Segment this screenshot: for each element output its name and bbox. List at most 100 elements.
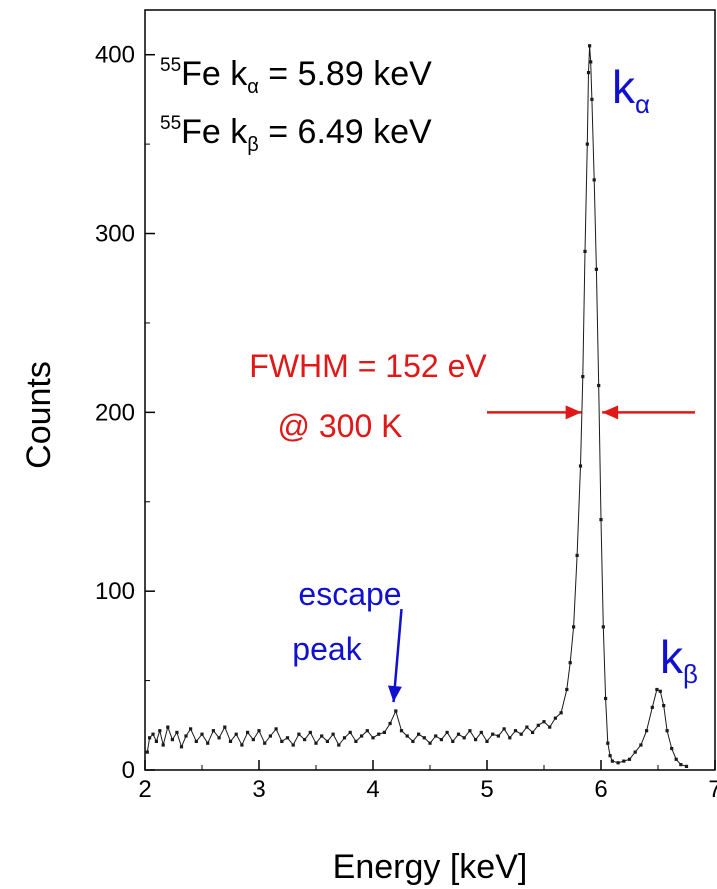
data-point bbox=[568, 661, 572, 665]
data-point bbox=[251, 738, 255, 742]
data-point bbox=[684, 764, 689, 768]
data-point bbox=[166, 725, 170, 729]
data-point bbox=[274, 727, 278, 731]
data-point bbox=[411, 739, 415, 743]
data-point bbox=[610, 759, 614, 763]
data-point bbox=[257, 729, 261, 733]
data-point bbox=[179, 745, 184, 749]
data-point bbox=[674, 757, 678, 761]
data-point bbox=[388, 721, 392, 726]
data-point bbox=[485, 739, 489, 743]
data-point bbox=[616, 761, 620, 765]
data-point bbox=[606, 741, 610, 745]
data-point bbox=[217, 736, 221, 740]
data-point bbox=[348, 730, 352, 734]
data-point bbox=[670, 746, 674, 751]
plot-area bbox=[144, 9, 716, 771]
data-point bbox=[360, 734, 364, 738]
data-point bbox=[468, 729, 472, 733]
data-point bbox=[456, 732, 461, 736]
data-point bbox=[536, 723, 540, 727]
fwhm-right-arrow-head bbox=[602, 405, 619, 420]
data-point bbox=[184, 734, 188, 738]
data-point bbox=[583, 249, 587, 253]
x-tick-label: 4 bbox=[366, 776, 379, 803]
fwhm-left-arrow bbox=[487, 405, 582, 420]
data-point bbox=[194, 739, 198, 743]
data-point bbox=[585, 142, 589, 146]
x-tick-label: 5 bbox=[480, 776, 493, 803]
data-point bbox=[428, 741, 432, 745]
y-axis-title: Counts bbox=[20, 361, 58, 469]
escape-label: escape bbox=[298, 576, 401, 612]
data-point bbox=[479, 730, 483, 734]
temperature-label: @ 300 K bbox=[278, 408, 403, 444]
data-point bbox=[496, 734, 500, 738]
data-point bbox=[502, 727, 506, 731]
peak-label: peak bbox=[292, 631, 362, 667]
data-point bbox=[645, 729, 649, 733]
data-point bbox=[445, 730, 449, 734]
x-tick-label: 2 bbox=[138, 776, 151, 803]
y-tick-label: 200 bbox=[95, 399, 135, 426]
data-point bbox=[325, 739, 329, 743]
data-point bbox=[575, 553, 579, 557]
data-point bbox=[592, 178, 596, 182]
data-point bbox=[590, 97, 594, 101]
data-point bbox=[145, 750, 149, 754]
y-tick-label: 100 bbox=[95, 578, 135, 605]
y-tick-label: 0 bbox=[122, 757, 135, 784]
data-point bbox=[662, 704, 666, 708]
fwhm-right-arrow bbox=[602, 405, 695, 420]
data-point bbox=[519, 732, 523, 736]
data-point bbox=[405, 734, 409, 738]
data-point bbox=[572, 625, 576, 629]
data-point bbox=[240, 743, 244, 747]
data-point bbox=[594, 267, 598, 271]
data-point bbox=[189, 727, 193, 731]
data-point bbox=[206, 741, 210, 745]
x-tick-label: 7 bbox=[708, 776, 717, 803]
data-point bbox=[548, 725, 552, 729]
data-point bbox=[679, 763, 683, 767]
plot-frame bbox=[144, 9, 716, 771]
arrows bbox=[387, 405, 695, 703]
data-point bbox=[175, 730, 179, 734]
data-point bbox=[451, 739, 455, 743]
data-point bbox=[589, 60, 593, 64]
ka-peak-label: kα bbox=[612, 61, 650, 119]
data-point bbox=[331, 732, 335, 736]
data-point bbox=[665, 729, 669, 733]
data-point bbox=[439, 738, 443, 742]
data-point bbox=[228, 739, 233, 743]
data-point bbox=[158, 729, 162, 733]
fe-ka-energy-label: 55Fe kα = 5.89 keV bbox=[160, 55, 432, 98]
data-point bbox=[154, 739, 158, 743]
data-point bbox=[655, 687, 659, 692]
data-point bbox=[337, 743, 341, 747]
data-point bbox=[297, 732, 301, 736]
data-point bbox=[650, 705, 654, 709]
data-point bbox=[285, 736, 290, 740]
data-point bbox=[586, 71, 591, 75]
data-point bbox=[513, 729, 518, 733]
data-point bbox=[658, 689, 662, 693]
data-point bbox=[234, 732, 238, 736]
axes: 2 3 4 5 6 7 0 100 200 300 400 bbox=[95, 42, 717, 803]
data-point bbox=[291, 743, 295, 747]
data-point bbox=[320, 734, 324, 738]
data-point bbox=[170, 738, 174, 742]
data-point bbox=[200, 732, 204, 736]
data-point bbox=[263, 741, 267, 745]
data-point bbox=[542, 720, 546, 724]
data-point bbox=[508, 736, 512, 740]
data-point bbox=[371, 736, 375, 740]
data-point bbox=[422, 736, 426, 740]
data-point bbox=[639, 743, 643, 747]
data-point bbox=[314, 741, 318, 745]
fe-kb-energy-label: 55Fe kβ = 6.49 keV bbox=[160, 113, 432, 156]
data-point bbox=[377, 732, 381, 736]
data-point bbox=[588, 44, 592, 48]
data-point bbox=[148, 736, 152, 740]
